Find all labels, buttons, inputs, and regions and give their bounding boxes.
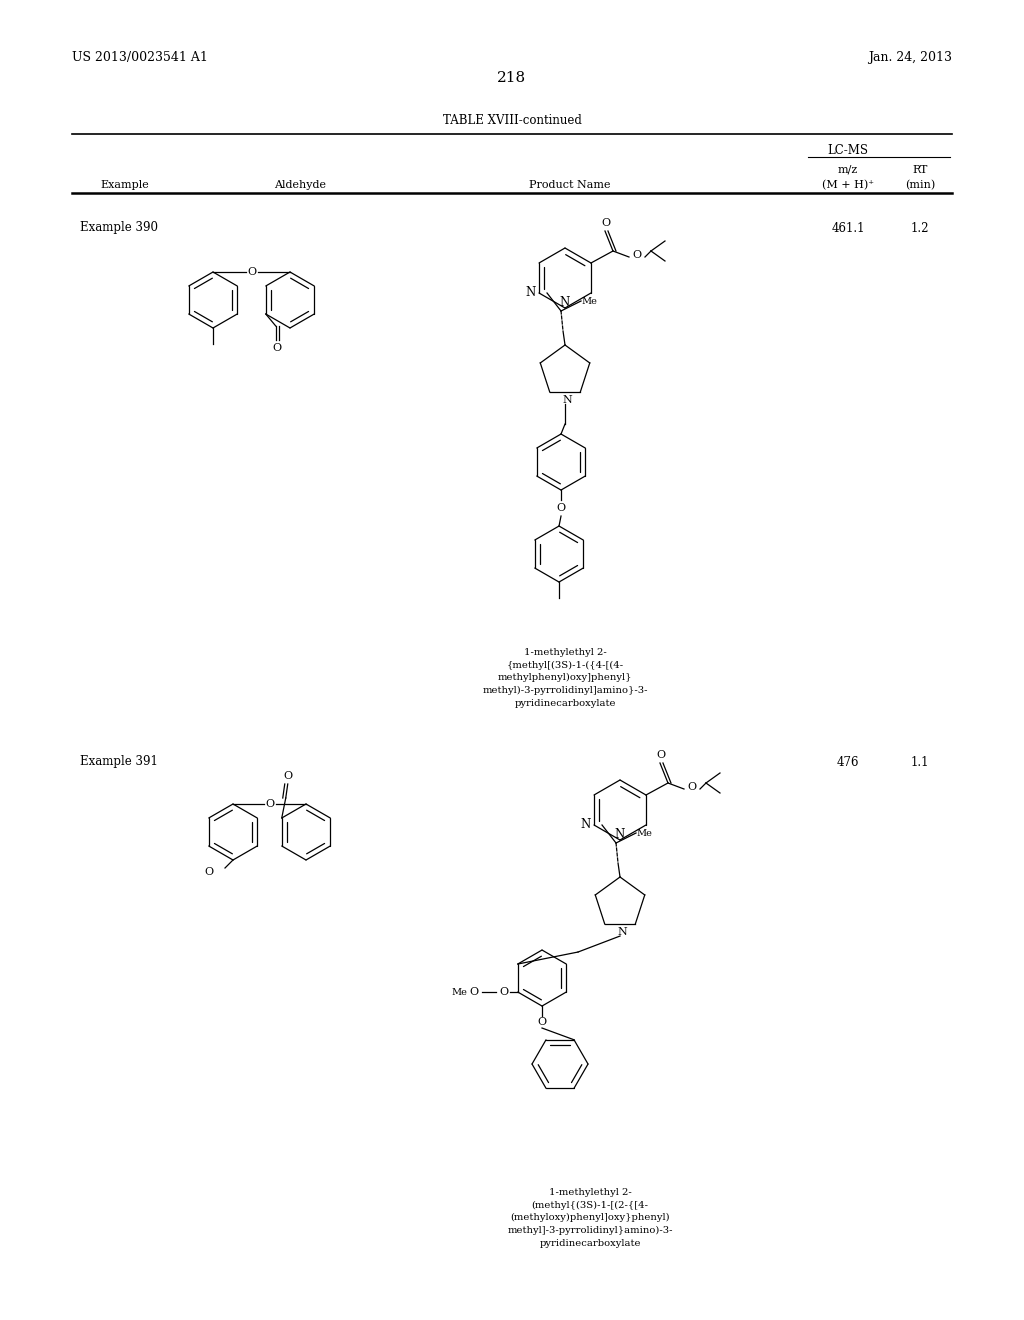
Text: 1-methylethyl 2-
(methyl{(3S)-1-[(2-{[4-
(methyloxy)phenyl]oxy}phenyl)
methyl]-3: 1-methylethyl 2- (methyl{(3S)-1-[(2-{[4-…: [507, 1188, 673, 1247]
Text: LC-MS: LC-MS: [827, 144, 868, 157]
Text: Me: Me: [581, 297, 597, 305]
Text: O: O: [265, 799, 274, 809]
Text: 1.1: 1.1: [910, 755, 929, 768]
Text: RT: RT: [912, 165, 928, 176]
Text: N: N: [581, 818, 591, 832]
Text: Example 390: Example 390: [80, 222, 158, 235]
Text: O: O: [601, 218, 610, 228]
Text: 1.2: 1.2: [910, 222, 929, 235]
Text: Product Name: Product Name: [529, 180, 610, 190]
Text: 461.1: 461.1: [831, 222, 864, 235]
Text: O: O: [633, 249, 642, 260]
Text: Example: Example: [100, 180, 148, 190]
Text: Jan. 24, 2013: Jan. 24, 2013: [868, 51, 952, 65]
Text: 1-methylethyl 2-
{methyl[(3S)-1-({4-[(4-
methylphenyl)oxy]phenyl}
methyl)-3-pyrr: 1-methylethyl 2- {methyl[(3S)-1-({4-[(4-…: [482, 648, 648, 708]
Text: O: O: [538, 1016, 547, 1027]
Text: O: O: [284, 771, 292, 781]
Text: TABLE XVIII-continued: TABLE XVIII-continued: [442, 114, 582, 127]
Text: N: N: [562, 395, 571, 405]
Text: N: N: [526, 286, 537, 300]
Text: O: O: [687, 781, 696, 792]
Text: m/z: m/z: [838, 165, 858, 176]
Text: O: O: [500, 987, 508, 997]
Text: O: O: [272, 343, 282, 352]
Text: O: O: [205, 867, 214, 876]
Text: (min): (min): [905, 180, 935, 190]
Text: O: O: [469, 987, 478, 997]
Text: Example 391: Example 391: [80, 755, 158, 768]
Text: Aldehyde: Aldehyde: [274, 180, 326, 190]
Text: US 2013/0023541 A1: US 2013/0023541 A1: [72, 51, 208, 65]
Text: Me: Me: [636, 829, 652, 837]
Text: N: N: [560, 297, 570, 309]
Text: O: O: [247, 267, 256, 277]
Text: Me: Me: [452, 987, 468, 997]
Text: O: O: [556, 503, 565, 513]
Text: O: O: [656, 750, 666, 760]
Text: 218: 218: [498, 71, 526, 84]
Text: 476: 476: [837, 755, 859, 768]
Text: N: N: [617, 927, 627, 937]
Text: N: N: [614, 829, 625, 842]
Text: (M + H)⁺: (M + H)⁺: [822, 180, 874, 190]
